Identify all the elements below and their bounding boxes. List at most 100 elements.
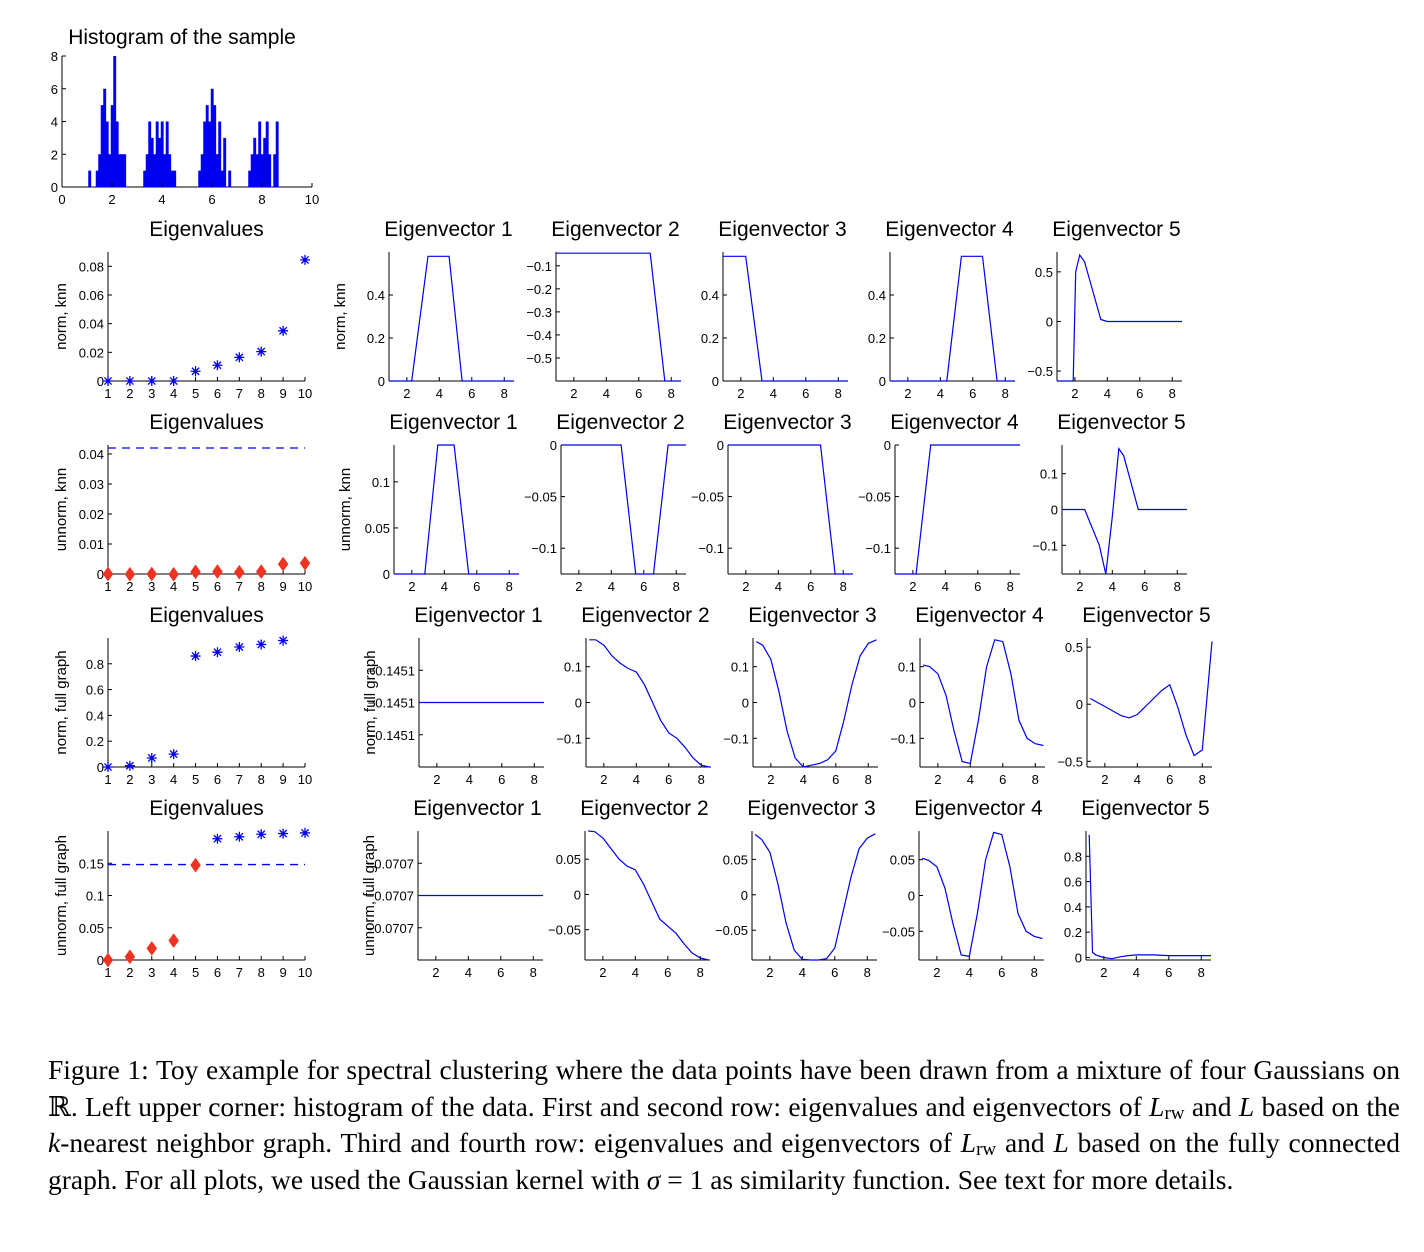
x-tick-label: 2	[126, 965, 133, 980]
histogram-bar	[253, 137, 257, 187]
x-tick-label: 10	[305, 192, 319, 207]
histogram-bar	[228, 170, 232, 187]
y-tick-label: −0.0707	[367, 921, 414, 936]
y-tick-label: 4	[51, 115, 58, 130]
x-tick-label: 8	[697, 965, 704, 980]
y-tick-label: 0	[717, 438, 724, 453]
y-tick-label: 0.05	[556, 852, 581, 867]
eigenvalues-panel: Eigenvalues norm, knn 0 0.02 0.04 0.06 0.08 1 2 3…	[53, 218, 312, 401]
eigenvalue-point	[212, 647, 223, 658]
eigenvalue-point	[190, 651, 201, 662]
eigenvalue-point	[124, 949, 136, 965]
eigenvalue-point	[299, 555, 311, 571]
eigenvector-title: Eigenvector 4	[890, 411, 1019, 434]
eigenvector-panel: Eigenvector 4 0.05 0 −0.05 2 4 6 8	[882, 797, 1044, 980]
eigenvector-curve	[923, 639, 1044, 765]
y-tick-label: −0.05	[858, 490, 891, 505]
y-tick-label: −0.05	[715, 923, 748, 938]
x-tick-label: 4	[770, 386, 777, 401]
histogram-bar	[153, 154, 157, 187]
x-tick-label: 6	[640, 579, 647, 594]
x-tick-label: 8	[531, 772, 538, 787]
y-tick-label: 0	[575, 696, 582, 711]
histogram-bar	[173, 170, 177, 187]
x-tick-label: 1	[104, 772, 111, 787]
y-tick-label: −0.1	[556, 731, 582, 746]
eigenvector-ylabel: norm, knn	[332, 283, 349, 350]
histogram-bar	[260, 154, 264, 187]
eigenvector-title: Eigenvector 4	[914, 797, 1043, 820]
y-tick-label: 0.4	[868, 288, 886, 303]
x-tick-label: 2	[570, 386, 577, 401]
histogram-bar	[120, 154, 124, 187]
x-tick-label: 0	[58, 192, 65, 207]
y-tick-label: 0.2	[1064, 925, 1082, 940]
eigenvalue-point	[278, 828, 289, 839]
x-tick-label: 9	[279, 965, 286, 980]
x-tick-label: 4	[465, 965, 472, 980]
eigenvector-curve	[1089, 641, 1213, 757]
histogram-bar	[258, 121, 262, 187]
histogram-bar	[95, 170, 99, 187]
x-tick-label: 8	[1032, 772, 1039, 787]
y-tick-label: 0.04	[79, 317, 104, 332]
y-tick-label: 0	[1076, 697, 1083, 712]
eigenvector-curve	[1057, 253, 1182, 382]
histogram-panel: Histogram of the sample 0 2 4 6 8 0 2 4 6 8 10	[51, 26, 319, 207]
x-tick-label: 4	[632, 965, 639, 980]
x-tick-label: 4	[170, 579, 177, 594]
x-tick-label: 6	[497, 965, 504, 980]
eigenvector-curve	[556, 252, 681, 382]
eigenvector-title: Eigenvector 2	[551, 218, 679, 241]
eigenvector-title: Eigenvector 3	[748, 604, 876, 627]
eigenvector-curve	[561, 444, 686, 575]
caption-text-6: based on the fully connected graph. For …	[48, 1127, 1400, 1195]
y-tick-label: 0	[879, 374, 886, 389]
x-tick-label: 8	[835, 386, 842, 401]
x-tick-label: 2	[933, 965, 940, 980]
caption-math-rw2: rw	[976, 1139, 997, 1160]
x-tick-label: 9	[279, 386, 286, 401]
y-tick-label: 0.05	[723, 852, 748, 867]
eigenvalues-panel: Eigenvalues unnorm, full graph 0 0.05 0.1 0.1…	[53, 797, 312, 980]
histogram-bar	[250, 154, 254, 187]
histogram-bar	[198, 170, 202, 187]
caption-math-L4: L	[1053, 1127, 1069, 1158]
x-tick-label: 10	[298, 772, 312, 787]
x-tick-label: 2	[904, 386, 911, 401]
y-tick-label: −0.05	[691, 490, 724, 505]
eigenvector-curve	[1088, 834, 1211, 960]
histogram-bar	[143, 170, 147, 187]
x-tick-label: 4	[967, 772, 974, 787]
x-tick-label: 4	[170, 965, 177, 980]
y-tick-label: −0.1	[723, 731, 749, 746]
y-tick-label: 0.8	[86, 657, 104, 672]
eigenvector-curve	[589, 639, 710, 768]
histogram-bar	[155, 121, 159, 187]
y-tick-label: −0.05	[524, 490, 557, 505]
y-tick-label: 0	[1046, 314, 1053, 329]
histogram-title: Histogram of the sample	[68, 26, 296, 49]
histogram-bar	[263, 137, 267, 187]
eigenvector-curve	[890, 255, 1015, 382]
x-tick-label: 4	[1109, 579, 1116, 594]
y-tick-label: 8	[51, 49, 58, 64]
eigenvector-panel: Eigenvector 3 0.1 0 −0.1 2 4 6 8	[723, 604, 878, 787]
x-tick-label: 6	[214, 579, 221, 594]
x-tick-label: 4	[775, 579, 782, 594]
y-tick-label: −0.1	[531, 541, 557, 556]
histogram-bar	[203, 121, 207, 187]
histogram-bar	[218, 121, 222, 187]
eigenvector-curve	[754, 833, 876, 961]
eigenvalue-point	[102, 566, 114, 582]
x-tick-label: 8	[1007, 579, 1014, 594]
eigenvector-title: Eigenvector 2	[581, 604, 709, 627]
eigenvalues-panel: Eigenvalues unnorm, knn 0 0.01 0.02 0.03 0.04 1…	[53, 411, 312, 594]
y-tick-label: 0.1	[372, 475, 390, 490]
x-tick-label: 9	[279, 579, 286, 594]
histogram-bar	[108, 154, 112, 187]
y-tick-label: 0	[908, 889, 915, 904]
eigenvalue-point	[146, 566, 158, 582]
eigenvector-title: Eigenvector 4	[915, 604, 1044, 627]
eigenvector-panel: Eigenvector 5 0.5 0 −0.5 2 4 6 8	[1057, 604, 1213, 787]
